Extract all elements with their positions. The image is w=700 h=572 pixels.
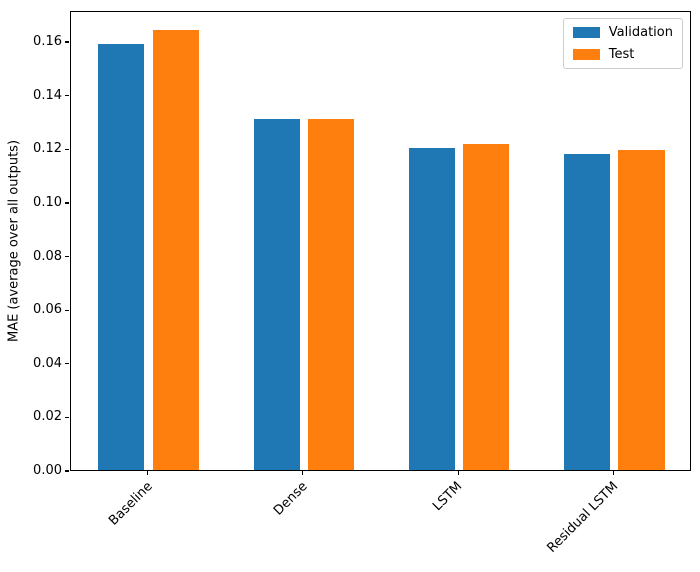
y-tick xyxy=(65,470,69,472)
x-tick xyxy=(612,471,614,475)
y-tick xyxy=(65,95,69,97)
y-tick-label: 0.16 xyxy=(33,34,62,50)
y-tick-label: 0.10 xyxy=(33,194,62,210)
y-tick xyxy=(65,416,69,418)
bar-test-baseline xyxy=(152,30,199,470)
bar-validation-dense xyxy=(253,118,300,470)
x-tick xyxy=(457,471,459,475)
y-tick-label: 0.06 xyxy=(33,302,62,318)
x-tick-label: Residual LSTM xyxy=(544,479,621,556)
legend-label-validation: Validation xyxy=(608,25,673,40)
y-tick-label: 0.14 xyxy=(33,87,62,103)
x-tick xyxy=(147,471,149,475)
bar-validation-residual-lstm xyxy=(564,153,611,470)
y-tick xyxy=(65,255,69,258)
bar-test-residual-lstm xyxy=(618,149,665,470)
x-tick xyxy=(302,471,304,475)
plot-area: Validation Test xyxy=(70,11,691,471)
y-tick xyxy=(65,363,69,365)
legend-swatch-test xyxy=(572,49,600,60)
y-tick xyxy=(65,148,69,150)
y-tick-label: 0.04 xyxy=(33,355,62,371)
y-tick xyxy=(65,202,69,204)
y-tick-label: 0.02 xyxy=(33,409,62,425)
legend-label-test: Test xyxy=(608,47,635,62)
bar-test-dense xyxy=(307,118,355,470)
x-tick-label: LSTM xyxy=(430,479,466,515)
y-tick-label: 0.12 xyxy=(33,141,62,157)
y-tick-label: 0.00 xyxy=(33,463,62,478)
bar-validation-lstm xyxy=(408,148,455,470)
legend-item-validation: Validation xyxy=(572,25,673,40)
legend: Validation Test xyxy=(562,18,683,69)
y-tick xyxy=(65,309,69,311)
y-tick-label: 0.08 xyxy=(33,248,62,264)
bar-test-lstm xyxy=(463,144,510,470)
x-tick-label: Dense xyxy=(270,479,311,519)
y-tick xyxy=(65,41,69,43)
bar-validation-baseline xyxy=(98,43,145,470)
y-axis-label: MAE (average over all outputs) xyxy=(6,139,22,343)
legend-swatch-validation xyxy=(572,27,600,38)
legend-item-test: Test xyxy=(572,47,673,62)
x-tick-label: Baseline xyxy=(105,479,156,529)
